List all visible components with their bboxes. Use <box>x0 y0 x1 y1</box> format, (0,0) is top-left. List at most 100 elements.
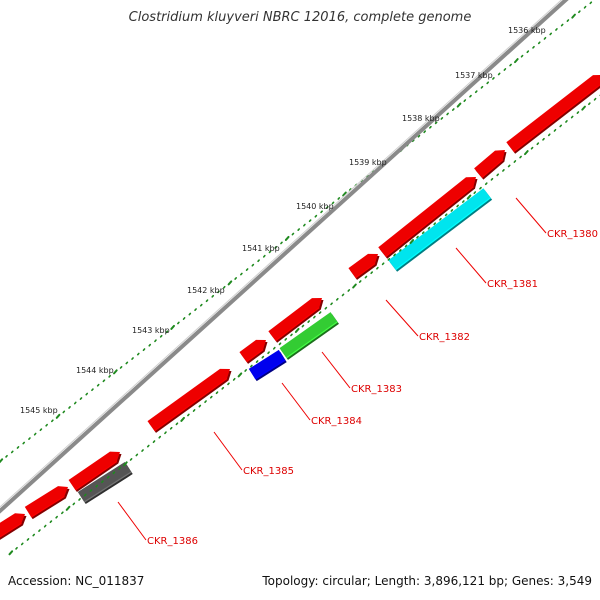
outer-ruler-tick <box>28 437 31 440</box>
outer-ruler-tick <box>113 369 118 375</box>
gene-block-forward <box>0 513 25 537</box>
outer-ruler-tick <box>102 379 106 383</box>
outer-ruler-tick <box>205 299 209 303</box>
outer-ruler <box>0 1 593 464</box>
inner-ruler-tick <box>409 239 415 245</box>
inner-ruler-tick <box>456 204 459 208</box>
inner-ruler-tick <box>204 400 207 404</box>
inner-ruler-tick <box>393 253 396 257</box>
outer-ruler-tick <box>463 99 467 103</box>
outer-ruler-tick <box>234 277 237 280</box>
tick-label: 1536 kbp <box>508 26 546 35</box>
inner-ruler-tick <box>547 133 551 137</box>
gene-annotations: CKR_1380 CKR_1381 CKR_1382 CKR_1383 CKR_1384… <box>117 197 598 547</box>
inner-ruler-tick <box>376 266 379 270</box>
outer-ruler-tick <box>274 245 278 249</box>
inner-ruler-tick <box>65 505 71 511</box>
inner-ruler-tick <box>8 550 14 556</box>
inner-ruler-tick <box>141 449 144 452</box>
outer-ruler-tick <box>423 130 427 134</box>
gene-block-forward-highlight <box>481 159 504 179</box>
tick-label: 1542 kbp <box>187 286 225 295</box>
inner-ruler-tick <box>524 150 529 156</box>
outer-ruler-tick <box>480 85 484 89</box>
gene-block-ckr-1384-highlight <box>254 359 286 380</box>
inner-ruler-tick <box>221 386 225 390</box>
gene-block-forward-highlight <box>355 263 376 279</box>
inner-ruler-tick <box>536 142 540 146</box>
inner-ruler-tick <box>444 213 448 217</box>
outer-ruler-tick <box>456 102 462 108</box>
outer-ruler-tick <box>474 90 478 94</box>
inner-ruler-tick <box>164 431 167 435</box>
inner-ruler-tick <box>106 475 110 479</box>
inner-ruler-tick <box>479 186 482 190</box>
outer-ruler-tick <box>182 317 186 320</box>
gene-label: CKR_1385 <box>243 466 294 477</box>
outer-ruler-tick <box>142 348 146 352</box>
inner-ruler-tick <box>72 502 76 506</box>
gene-block-forward <box>68 451 120 490</box>
inner-ruler-tick <box>101 480 104 484</box>
outer-ruler-tick <box>503 68 507 71</box>
inner-ruler-tick <box>404 244 408 248</box>
tick-labels: 1536 kbp 1537 kbp 1538 kbp 1539 kbp 1540 kbp… <box>20 26 546 415</box>
outer-ruler-tick <box>240 272 243 276</box>
outer-ruler-tick <box>217 290 220 294</box>
inner-ruler-tick <box>542 137 545 141</box>
gene-block-ckr-1383 <box>279 312 338 358</box>
inner-ruler-tick <box>588 102 591 106</box>
outer-ruler-tick <box>320 210 323 214</box>
outer-ruler-tick <box>509 63 512 67</box>
leader-line <box>455 247 487 284</box>
outer-ruler-tick <box>543 36 547 40</box>
inner-ruler-tick <box>398 249 402 252</box>
outer-ruler-tick <box>131 357 134 360</box>
inner-ruler-tick <box>227 382 230 386</box>
inner-ruler-tick <box>318 311 322 315</box>
inner-ruler-tick <box>135 453 139 457</box>
tick-label: 1541 kbp <box>242 244 280 253</box>
inner-ruler-tick <box>553 128 557 132</box>
inner-ruler-tick <box>507 164 511 168</box>
inner-ruler-tick <box>433 222 437 226</box>
outer-ruler-tick <box>159 334 163 338</box>
outer-ruler-tick <box>16 446 20 449</box>
outer-ruler-tick <box>303 223 306 227</box>
outer-ruler-tick <box>245 268 249 271</box>
inner-ruler-tick <box>593 97 597 101</box>
outer-ruler-tick <box>520 54 524 58</box>
inner-ruler-tick <box>484 182 488 186</box>
inner-ruler-tick <box>490 177 494 181</box>
inner-ruler-tick <box>358 280 362 283</box>
outer-ruler-tick <box>73 401 77 405</box>
inner-ruler-tick <box>15 546 18 550</box>
outer-ruler-tick <box>314 214 318 218</box>
outer-ruler-tick <box>514 58 519 64</box>
outer-ruler-tick <box>96 383 100 387</box>
inner-ruler-tick <box>209 395 213 399</box>
inner-ruler-tick <box>158 435 162 439</box>
outer-ruler-tick <box>222 285 226 289</box>
inner-ruler <box>8 94 600 556</box>
inner-ruler-tick <box>192 409 196 412</box>
outer-ruler-tick <box>342 191 347 197</box>
gene-block-forward <box>268 298 322 341</box>
outer-ruler-tick <box>227 280 233 286</box>
tick-label: 1543 kbp <box>132 326 170 335</box>
outer-ruler-tick <box>492 76 495 80</box>
gene-label: CKR_1383 <box>351 384 402 395</box>
inner-ruler-tick <box>294 327 300 333</box>
inner-ruler-tick <box>244 369 247 372</box>
inner-ruler-tick <box>559 124 563 128</box>
outer-ruler-tick <box>10 450 14 454</box>
outer-ruler-tick <box>257 259 260 263</box>
inner-ruler-tick <box>473 191 477 195</box>
leader-line <box>385 299 419 337</box>
outer-ruler-tick <box>583 5 587 9</box>
outer-ruler-tick <box>366 174 369 178</box>
outer-ruler-tick <box>589 1 593 5</box>
leader-line <box>117 501 147 541</box>
accession-text: Accession: NC_011837 <box>8 574 145 588</box>
